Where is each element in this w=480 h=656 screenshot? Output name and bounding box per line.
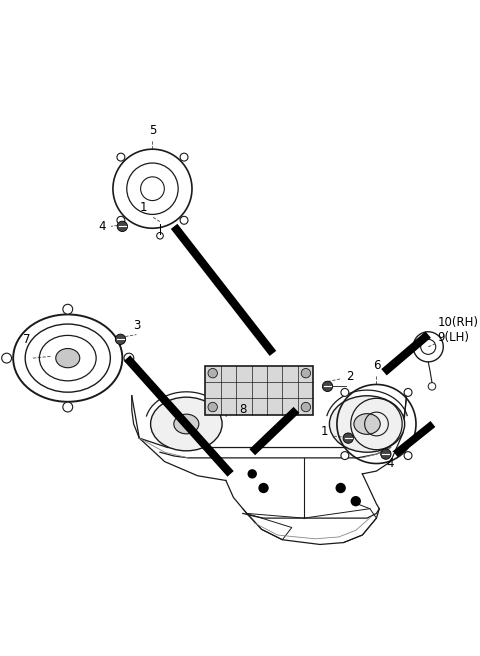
Circle shape	[350, 496, 361, 506]
Circle shape	[115, 334, 126, 344]
Circle shape	[208, 369, 217, 378]
Circle shape	[323, 381, 333, 392]
Circle shape	[341, 451, 349, 460]
Ellipse shape	[174, 414, 199, 434]
Circle shape	[63, 304, 72, 314]
Text: 1: 1	[139, 201, 147, 214]
Circle shape	[117, 221, 128, 232]
Circle shape	[404, 388, 412, 396]
Circle shape	[117, 153, 125, 161]
Ellipse shape	[56, 348, 80, 368]
Circle shape	[63, 402, 72, 412]
Text: 2: 2	[347, 371, 354, 384]
Circle shape	[180, 153, 188, 161]
Circle shape	[124, 353, 134, 363]
Circle shape	[248, 469, 257, 479]
Text: 1: 1	[321, 425, 328, 438]
Circle shape	[336, 483, 346, 493]
Text: 9(LH): 9(LH)	[438, 331, 469, 344]
Text: 4: 4	[98, 220, 106, 233]
Text: 8: 8	[239, 403, 247, 417]
Text: 10(RH): 10(RH)	[438, 316, 479, 329]
Circle shape	[208, 402, 217, 412]
Text: 7: 7	[23, 333, 30, 346]
Circle shape	[117, 216, 125, 224]
Circle shape	[343, 433, 353, 443]
Text: 5: 5	[149, 124, 156, 137]
Text: 6: 6	[372, 359, 380, 372]
Circle shape	[404, 451, 412, 460]
Circle shape	[180, 216, 188, 224]
FancyBboxPatch shape	[205, 365, 313, 415]
Ellipse shape	[151, 397, 222, 451]
Text: 4: 4	[387, 457, 395, 470]
Ellipse shape	[354, 414, 380, 434]
Circle shape	[381, 449, 391, 459]
Text: 3: 3	[133, 319, 140, 332]
Ellipse shape	[329, 396, 405, 452]
Circle shape	[258, 483, 269, 493]
Circle shape	[301, 402, 311, 412]
Circle shape	[301, 369, 311, 378]
Circle shape	[341, 388, 349, 396]
Circle shape	[2, 353, 12, 363]
